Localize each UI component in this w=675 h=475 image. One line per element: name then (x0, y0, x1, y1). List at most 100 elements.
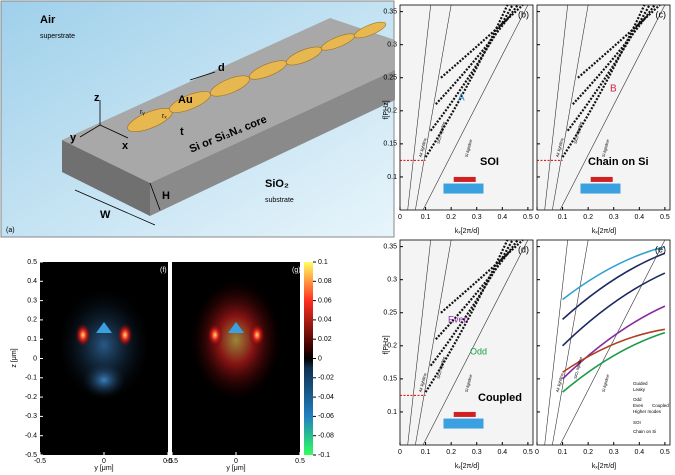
y-tick-label: -0.5 (166, 458, 178, 465)
band (562, 305, 666, 380)
field (228, 322, 244, 333)
gold-disks (127, 21, 387, 132)
y-tick-label: 0.2 (387, 343, 397, 350)
band (572, 4, 656, 105)
y-tick-label: 0.1 (387, 409, 397, 416)
lightline-label: Air lightline (418, 137, 428, 158)
band (424, 239, 509, 393)
lightline (415, 239, 452, 446)
x-tick-label: 0.1 (421, 214, 431, 221)
x-axis-label: kₓ[2π/d] (592, 463, 616, 470)
band-panels: 0 0.1 0.2 0.3 0.4 0.5 0.1 0.15 0.2 0.25 0.3 0.35 (b)… (383, 4, 671, 456)
z-tick-label: 0.2 (27, 317, 37, 324)
x-tick-label: 0.3 (472, 214, 482, 221)
x-tick-label: 0.2 (583, 449, 593, 456)
band (435, 4, 519, 105)
panel-label: (c) (656, 9, 667, 19)
x-tick-label: 0 (535, 214, 539, 221)
x-axis-label: y [μm] (226, 465, 245, 472)
y-tick-label: 0.5 (295, 458, 305, 465)
field (59, 290, 149, 400)
band (562, 328, 666, 373)
colorbar-tick-label: 0.04 (318, 317, 332, 324)
x-tick-label: 0.2 (446, 449, 456, 456)
x-tick-label: 0.4 (497, 214, 507, 221)
annotation: Chain on Si (588, 156, 649, 168)
waveguide-front (62, 140, 150, 216)
band (562, 245, 666, 301)
text: H (162, 190, 170, 202)
lightline (544, 4, 568, 211)
x-tick-label: 0.1 (421, 449, 431, 456)
panel-label: (a) (6, 227, 15, 234)
band (435, 239, 519, 340)
x-tick-label: 0 (535, 449, 539, 456)
annotation: A (458, 93, 465, 104)
waveguide-side (150, 70, 395, 216)
text: superstrate (40, 33, 75, 40)
field (249, 323, 265, 347)
x-tick-label: 0 (398, 214, 402, 221)
band-panel: 0 0.1 0.2 0.3 0.4 0.5 0.1 0.15 0.2 0.25 0.3 0.35 (b)… (383, 4, 534, 221)
z-tick-label: -0.1 (25, 375, 37, 382)
inset-substrate (443, 183, 484, 194)
y-tick-label: 0.3 (387, 42, 397, 49)
colorbar-tick-label: 0.1 (318, 259, 328, 266)
plot-area (399, 239, 534, 446)
z-tick-label: 0.4 (27, 278, 37, 285)
y-tick-label: 0.15 (383, 141, 397, 148)
annotation: Guided (633, 381, 648, 386)
annotation: Leaky (633, 387, 646, 392)
band (562, 252, 666, 320)
x-tick-label: 0.5 (523, 214, 533, 221)
annotation: Coupled (652, 403, 669, 408)
inset-core (453, 176, 476, 182)
x-tick-label: 0.5 (523, 449, 533, 456)
annotation: Chain on Si (633, 429, 656, 434)
panel-label: (e) (655, 244, 666, 254)
colorbar-tick-label: 0 (318, 355, 322, 362)
field (207, 323, 223, 347)
text: rₓ (162, 113, 167, 120)
band (424, 4, 509, 158)
x-tick-label: 0.3 (609, 449, 619, 456)
band (562, 272, 666, 347)
lightline-label: Si lightline (601, 373, 611, 393)
lightline (422, 239, 529, 446)
lightline (552, 4, 589, 211)
text: W (100, 209, 111, 221)
band-panel: 0 0.1 0.2 0.3 0.4 0.5 (c) Air lightline SiO₂ lig… (535, 4, 671, 221)
lightline-label: Si lightline (464, 138, 474, 158)
colorbar-tick-label: -0.08 (318, 433, 334, 440)
x-tick-label: 0.2 (583, 214, 593, 221)
lightline-label: SiO₂ lightline (573, 355, 584, 379)
colorbar-tick-label: 0.06 (318, 297, 332, 304)
text: rᵧ (140, 109, 145, 116)
field-maps: (f) (g) z [μm] y [μm] y [μm] (11, 262, 313, 472)
z-tick-label: -0.3 (25, 413, 37, 420)
z-tick-label: 0.5 (27, 259, 37, 266)
annotation: Odd (633, 397, 642, 402)
field (96, 322, 112, 333)
z-tick-label: 0.1 (27, 336, 37, 343)
band (562, 331, 666, 393)
colorbar-tick-label: 0.08 (318, 278, 332, 285)
plot-area (536, 4, 671, 211)
lightline-label: SiO₂ lightline (436, 355, 447, 379)
text: Au (178, 94, 193, 106)
text: y (70, 132, 77, 144)
lightline-label: Si lightline (464, 373, 474, 393)
z-tick-label: -0.2 (25, 394, 37, 401)
x-tick-label: 0.1 (558, 214, 568, 221)
band (577, 4, 661, 79)
lightline (422, 4, 529, 211)
x-tick-label: 0.5 (660, 449, 670, 456)
annotation: Coupled (478, 392, 522, 404)
lightline-label: Si lightline (601, 138, 611, 158)
annotation: B (610, 84, 617, 95)
lightline (407, 239, 431, 446)
field (117, 323, 133, 347)
x-tick-label: 0.3 (472, 449, 482, 456)
text: x (122, 140, 129, 152)
